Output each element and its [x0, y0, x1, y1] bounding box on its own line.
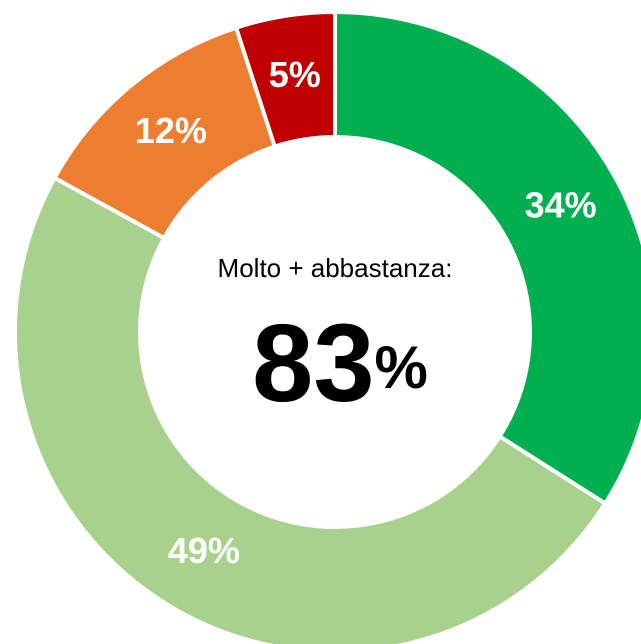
center-number: 83 — [252, 302, 374, 425]
center-value: 83% — [252, 302, 428, 425]
data-label: 5% — [269, 54, 321, 95]
center-label: Molto + abbastanza: — [218, 253, 453, 283]
donut-slice — [333, 9, 641, 507]
donut-slice — [13, 175, 608, 644]
donut-slice — [233, 9, 337, 150]
data-label: 12% — [135, 110, 207, 151]
center-unit: % — [375, 334, 428, 401]
data-label: 49% — [168, 530, 240, 571]
data-label: 34% — [525, 184, 597, 225]
